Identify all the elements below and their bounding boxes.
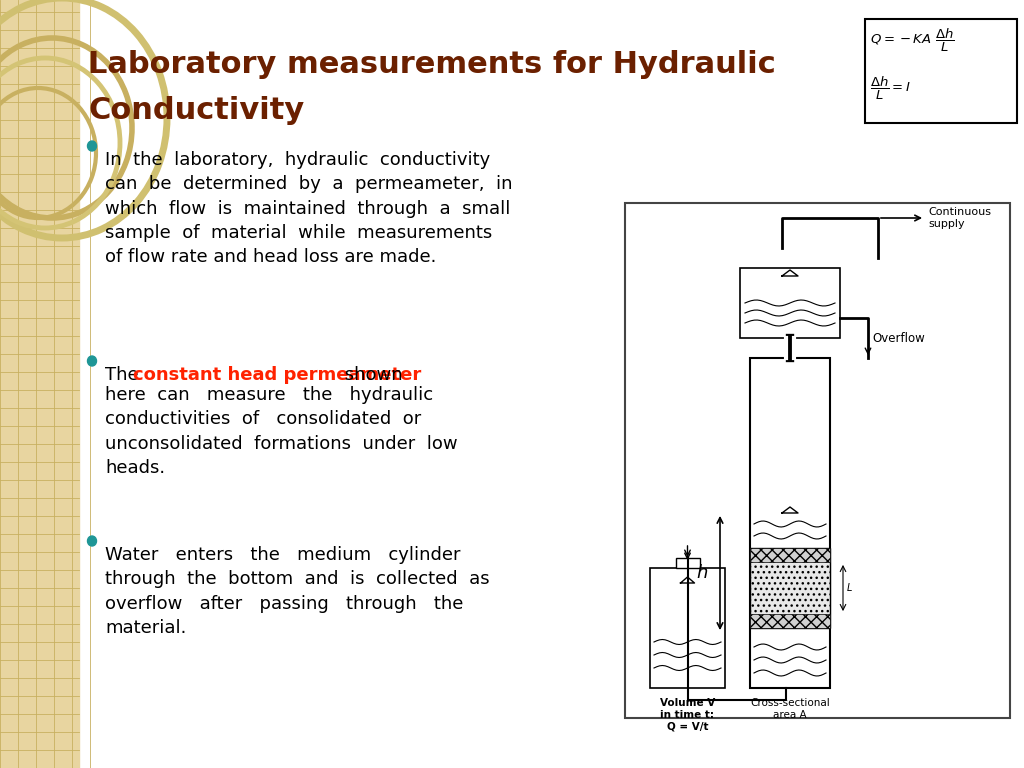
Text: constant head permeameter: constant head permeameter xyxy=(133,366,421,384)
Text: Conductivity: Conductivity xyxy=(88,96,304,125)
Text: Cross-sectional
area A: Cross-sectional area A xyxy=(751,698,829,720)
Text: Volume V
in time t:
Q = V/t: Volume V in time t: Q = V/t xyxy=(659,698,715,731)
Text: L: L xyxy=(847,583,852,593)
Bar xyxy=(865,19,1017,123)
Bar xyxy=(740,268,840,338)
Ellipse shape xyxy=(87,141,96,151)
Text: Water   enters   the   medium   cylinder
through  the  bottom  and  is  collecte: Water enters the medium cylinder through… xyxy=(105,546,489,637)
Bar xyxy=(750,358,830,688)
Bar xyxy=(0,0,79,768)
Text: $Q = -KA\ \dfrac{\Delta h}{L}$: $Q = -KA\ \dfrac{\Delta h}{L}$ xyxy=(870,27,954,55)
Text: h: h xyxy=(696,564,708,582)
Bar xyxy=(625,203,1010,718)
Ellipse shape xyxy=(87,356,96,366)
Bar xyxy=(750,548,830,562)
Bar xyxy=(676,558,699,568)
Bar xyxy=(650,568,725,688)
Text: Continuous
supply: Continuous supply xyxy=(928,207,991,229)
Bar xyxy=(750,548,830,628)
Text: The: The xyxy=(105,366,144,384)
Text: In  the  laboratory,  hydraulic  conductivity
can  be  determined  by  a  permea: In the laboratory, hydraulic conductivit… xyxy=(105,151,512,266)
Text: $\dfrac{\Delta h}{L} = I$: $\dfrac{\Delta h}{L} = I$ xyxy=(870,75,911,102)
Ellipse shape xyxy=(87,536,96,546)
Text: shown: shown xyxy=(339,366,402,384)
Text: here  can   measure   the   hydraulic
conductivities  of   consolidated  or
unco: here can measure the hydraulic conductiv… xyxy=(105,386,458,477)
Text: Laboratory measurements for Hydraulic: Laboratory measurements for Hydraulic xyxy=(88,50,776,79)
Bar xyxy=(750,614,830,628)
Text: Overflow: Overflow xyxy=(872,332,925,345)
